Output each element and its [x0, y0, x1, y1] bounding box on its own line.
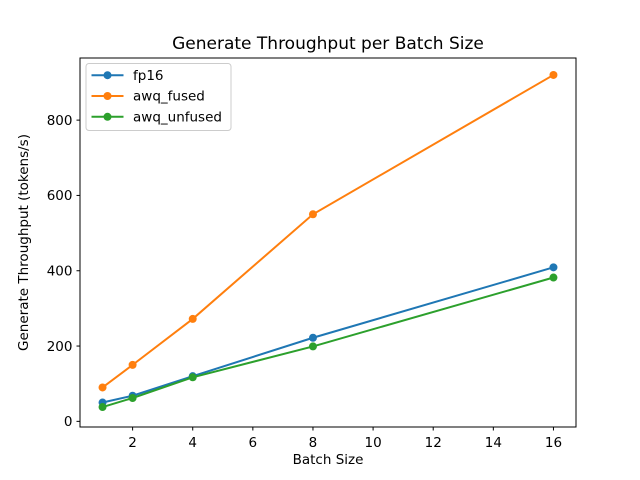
legend-label: awq_fused	[133, 89, 205, 105]
data-point-awq_fused	[98, 383, 107, 392]
legend-item-awq_unfused: awq_unfused	[91, 110, 222, 126]
legend-label: awq_unfused	[133, 110, 222, 126]
series-line-awq_unfused	[102, 276, 554, 409]
x-axis-label: Batch Size	[293, 452, 364, 468]
data-point-awq_fused	[128, 360, 137, 369]
data-point-fp16	[549, 263, 558, 272]
x-tick-label: 2	[128, 435, 137, 451]
data-point-awq_fused	[188, 314, 197, 323]
chart-title: Generate Throughput per Batch Size	[172, 34, 484, 54]
x-tick-label: 8	[309, 435, 318, 451]
data-point-awq_unfused	[549, 273, 558, 282]
y-tick-label: 400	[47, 263, 73, 279]
data-point-fp16	[308, 333, 317, 342]
legend-item-fp16: fp16	[91, 68, 164, 84]
x-tick-label: 4	[188, 435, 197, 451]
legend-item-awq_fused: awq_fused	[91, 89, 205, 105]
y-axis-ticks: 0 200 400 600 800	[47, 113, 80, 430]
legend-label: fp16	[133, 68, 164, 84]
y-tick-label: 800	[47, 113, 73, 129]
x-tick-label: 12	[425, 435, 442, 451]
x-tick-label: 14	[485, 435, 502, 451]
x-tick-label: 16	[545, 435, 562, 451]
data-point-awq_unfused	[188, 373, 197, 382]
data-point-awq_unfused	[128, 394, 137, 403]
legend: fp16 awq_fused awq_unfused	[85, 63, 232, 131]
y-axis-label: Generate Throughput (tokens/s)	[16, 134, 32, 351]
series-group	[98, 70, 558, 412]
legend-marker	[103, 92, 112, 100]
data-point-awq_fused	[308, 210, 317, 219]
plot-area-border	[79, 57, 577, 428]
legend-marker	[103, 71, 112, 80]
legend-marker	[103, 112, 112, 121]
y-tick-label: 600	[47, 188, 73, 204]
x-axis-ticks: 2 4 6 8 10 12 14 16	[128, 427, 562, 451]
y-tick-label: 200	[47, 339, 73, 355]
data-point-awq_unfused	[98, 403, 107, 412]
y-tick-label: 0	[64, 414, 73, 430]
data-point-awq_unfused	[308, 342, 317, 351]
x-tick-label: 10	[364, 435, 381, 451]
legend-box	[85, 63, 232, 131]
x-tick-label: 6	[249, 435, 258, 451]
data-point-awq_fused	[549, 70, 558, 79]
